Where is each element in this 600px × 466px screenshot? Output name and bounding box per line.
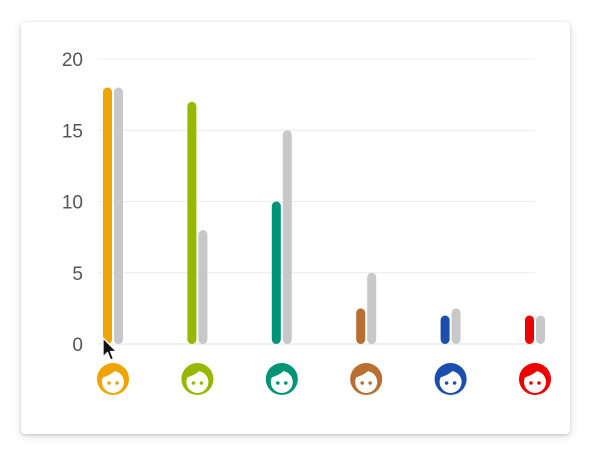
face-icon [519,363,551,395]
bar-series-2 [282,130,292,344]
y-tick-label: 5 [72,264,83,285]
y-tick-label: 15 [62,121,83,142]
bar-series-1 [440,315,450,344]
bar-series-2 [198,230,208,344]
bar-series-2 [367,272,377,344]
face-icon [434,363,467,395]
bar-series-1 [525,315,534,344]
bar-series-2 [536,315,545,344]
y-tick-label: 20 [62,50,83,71]
y-axis: 0 5 10 15 20 [62,50,83,356]
bar-series-1 [103,87,112,344]
bar-series-1 [271,201,281,344]
face-icon [181,363,214,395]
face-icon [97,363,129,395]
y-tick-label: 10 [62,193,83,214]
bar-series-1 [187,101,197,344]
category-icons [97,363,551,395]
bar-series-2 [114,87,123,344]
bar-series-1 [356,308,366,344]
face-icon [265,363,298,395]
mouse-cursor-icon [102,337,118,361]
bars [103,87,545,344]
bar-series-2 [451,308,461,344]
grid-lines [98,58,535,345]
face-icon [350,363,383,395]
y-tick-label: 0 [72,335,83,356]
